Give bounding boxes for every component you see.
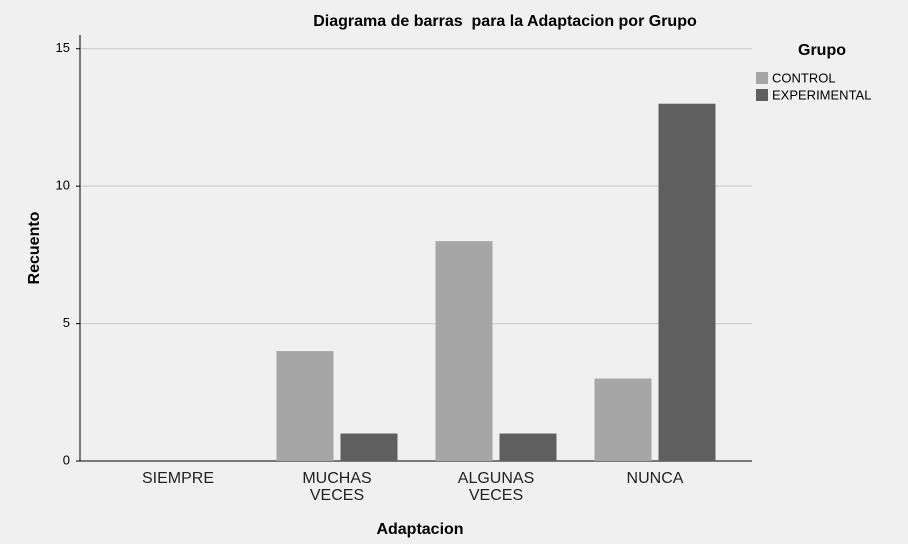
legend-label: EXPERIMENTAL	[772, 87, 871, 102]
chart-title: Diagrama de barras para la Adaptacion po…	[313, 13, 697, 30]
y-tick-label: 5	[63, 315, 70, 330]
bar	[340, 433, 398, 461]
legend-label: CONTROL	[772, 70, 836, 85]
x-tick-label: NUNCA	[626, 470, 684, 487]
bar	[594, 378, 652, 461]
y-tick-label: 10	[56, 178, 70, 193]
bar	[499, 433, 557, 461]
legend-swatch	[756, 72, 768, 84]
legend-title: Grupo	[798, 42, 846, 59]
bar	[276, 351, 334, 461]
legend-swatch	[756, 89, 768, 101]
y-tick-label: 15	[56, 40, 70, 55]
bar	[658, 103, 716, 461]
x-tick-label: SIEMPRE	[141, 470, 214, 487]
bar	[435, 241, 493, 461]
x-axis-label: Adaptacion	[376, 521, 463, 538]
y-tick-label: 0	[63, 452, 70, 467]
y-axis-label: Recuento	[26, 211, 43, 284]
x-tick-label: MUCHAS VECES	[302, 470, 372, 504]
x-tick-label: ALGUNAS VECES	[457, 470, 535, 504]
